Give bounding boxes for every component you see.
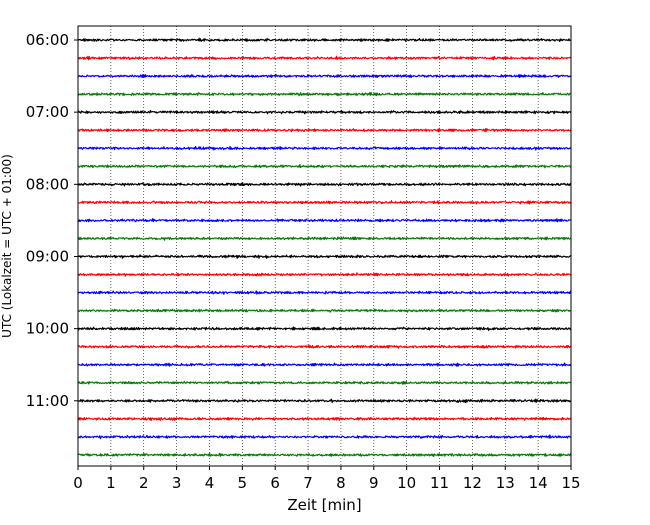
y-tick-label: 10:00 (26, 320, 69, 338)
trace-line-1145 (77, 452, 572, 458)
x-tick-label: 9 (369, 474, 379, 492)
x-tick-label: 11 (430, 474, 449, 492)
plot-frame (77, 25, 572, 467)
y-ticks: 06:00 07:00 08:00 09:00 10:00 11:00 (26, 31, 78, 410)
x-tick-label: 0 (73, 474, 83, 492)
trace-line-0815 (77, 200, 572, 205)
x-tick-label: 3 (172, 474, 182, 492)
x-tick-label: 15 (561, 474, 580, 492)
x-tick-label: 2 (139, 474, 149, 492)
trace-line-0600 (77, 37, 572, 43)
trace-line-0915 (77, 272, 572, 277)
x-tick-label: 1 (106, 474, 116, 492)
x-tick-label: 7 (303, 474, 313, 492)
trace-line-0630 (77, 73, 572, 79)
trace-line-1100 (77, 398, 572, 404)
x-tick-label: 6 (270, 474, 280, 492)
trace-line-0700 (77, 109, 572, 115)
trace-line-1115 (77, 416, 572, 422)
trace-line-0945 (77, 308, 572, 313)
trace-line-1015 (77, 344, 572, 349)
trace-line-1030 (77, 362, 572, 367)
trace-line-0930 (77, 290, 572, 295)
trace-line-0745 (77, 164, 572, 169)
trace-line-0900 (77, 254, 572, 259)
x-tick-label: 8 (336, 474, 346, 492)
trace-line-0730 (77, 145, 572, 151)
x-tick-label: 12 (463, 474, 482, 492)
trace-line-0830 (77, 218, 572, 223)
trace-line-1045 (77, 380, 572, 385)
x-tick-label: 5 (238, 474, 248, 492)
trace-line-0845 (77, 236, 572, 241)
trace-line-1130 (77, 434, 572, 440)
x-axis-label: Zeit [min] (287, 496, 361, 514)
x-ticks: 0 1 2 3 4 5 6 7 8 9 10 11 12 13 14 15 (73, 466, 581, 492)
trace-line-0645 (77, 91, 572, 97)
trace-line-0615 (77, 55, 572, 61)
y-tick-label: 11:00 (26, 392, 69, 410)
x-tick-label: 14 (529, 474, 548, 492)
grid-lines (110, 26, 539, 466)
trace-lines (77, 37, 572, 458)
x-tick-label: 13 (496, 474, 515, 492)
trace-line-0800 (77, 182, 572, 187)
x-tick-label: 10 (397, 474, 416, 492)
y-tick-label: 06:00 (26, 31, 69, 49)
trace-line-1000 (77, 326, 572, 331)
x-tick-label: 4 (205, 474, 215, 492)
y-tick-label: 07:00 (26, 103, 69, 121)
trace-line-0715 (77, 127, 572, 133)
y-tick-label: 09:00 (26, 247, 69, 265)
y-tick-label: 08:00 (26, 175, 69, 193)
y-axis-label: UTC (Lokalzeit = UTC + 01:00) (0, 154, 14, 338)
